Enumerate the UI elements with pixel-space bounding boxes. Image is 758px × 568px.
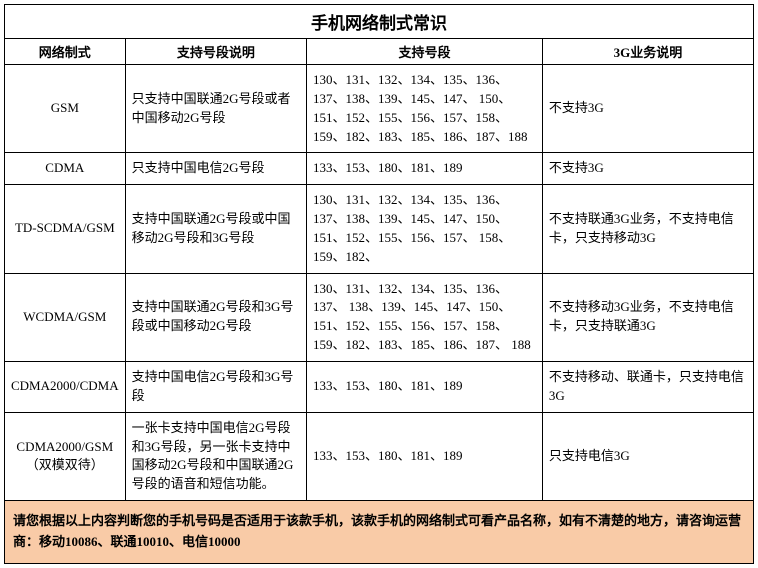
cell-segments: 133、153、180、181、189 — [307, 361, 543, 412]
col-segments: 支持号段 — [307, 39, 543, 65]
cell-desc: 支持中国联通2G号段或中国移动2G号段和3G号段 — [125, 185, 306, 273]
table-row: WCDMA/GSM 支持中国联通2G号段和3G号段或中国移动2G号段 130、1… — [5, 273, 754, 361]
table-row: TD-SCDMA/GSM 支持中国联通2G号段或中国移动2G号段和3G号段 13… — [5, 185, 754, 273]
cell-desc: 支持中国电信2G号段和3G号段 — [125, 361, 306, 412]
cell-segments: 130、131、132、134、135、136、137、138、139、145、… — [307, 65, 543, 153]
cell-3g: 不支持移动、联通卡，只支持电信3G — [542, 361, 753, 412]
cell-network: CDMA2000/GSM（双模双待） — [5, 412, 126, 500]
table-row: CDMA 只支持中国电信2G号段 133、153、180、181、189 不支持… — [5, 153, 754, 185]
cell-desc: 只支持中国联通2G号段或者中国移动2G号段 — [125, 65, 306, 153]
cell-desc: 一张卡支持中国电信2G号段和3G号段，另一张卡支持中国移动2G号段和中国联通2G… — [125, 412, 306, 500]
cell-3g: 不支持移动3G业务，不支持电信卡，只支持联通3G — [542, 273, 753, 361]
cell-network: WCDMA/GSM — [5, 273, 126, 361]
cell-desc: 支持中国联通2G号段和3G号段或中国移动2G号段 — [125, 273, 306, 361]
cell-3g: 只支持电信3G — [542, 412, 753, 500]
cell-3g: 不支持联通3G业务，不支持电信卡，只支持移动3G — [542, 185, 753, 273]
cell-network: CDMA2000/CDMA — [5, 361, 126, 412]
col-desc: 支持号段说明 — [125, 39, 306, 65]
col-network: 网络制式 — [5, 39, 126, 65]
table-row: CDMA2000/GSM（双模双待） 一张卡支持中国电信2G号段和3G号段，另一… — [5, 412, 754, 500]
table-row: GSM 只支持中国联通2G号段或者中国移动2G号段 130、131、132、13… — [5, 65, 754, 153]
cell-segments: 133、153、180、181、189 — [307, 412, 543, 500]
cell-segments: 133、153、180、181、189 — [307, 153, 543, 185]
note-text: 请您根据以上内容判断您的手机号码是否适用于该款手机，该款手机的网络制式可看产品名… — [5, 501, 754, 564]
table-row: CDMA2000/CDMA 支持中国电信2G号段和3G号段 133、153、18… — [5, 361, 754, 412]
cell-3g: 不支持3G — [542, 153, 753, 185]
cell-desc: 只支持中国电信2G号段 — [125, 153, 306, 185]
table-title: 手机网络制式常识 — [5, 5, 754, 39]
cell-3g: 不支持3G — [542, 65, 753, 153]
cell-segments: 130、131、132、134、135、136、137、 138、139、145… — [307, 273, 543, 361]
note-row: 请您根据以上内容判断您的手机号码是否适用于该款手机，该款手机的网络制式可看产品名… — [5, 501, 754, 564]
cell-network: GSM — [5, 65, 126, 153]
title-row: 手机网络制式常识 — [5, 5, 754, 39]
cell-segments: 130、131、132、134、135、136、137、138、139、145、… — [307, 185, 543, 273]
header-row: 网络制式 支持号段说明 支持号段 3G业务说明 — [5, 39, 754, 65]
col-3g: 3G业务说明 — [542, 39, 753, 65]
cell-network: CDMA — [5, 153, 126, 185]
cell-network: TD-SCDMA/GSM — [5, 185, 126, 273]
network-table: 手机网络制式常识 网络制式 支持号段说明 支持号段 3G业务说明 GSM 只支持… — [4, 4, 754, 564]
